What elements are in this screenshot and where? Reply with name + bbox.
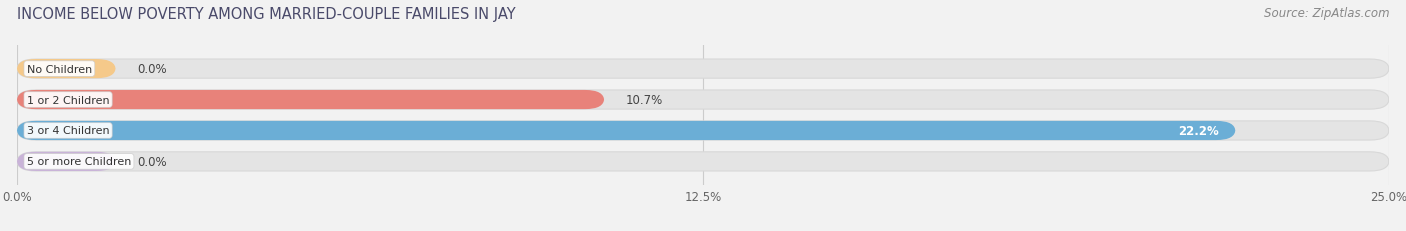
Text: 0.0%: 0.0% (138, 155, 167, 168)
FancyBboxPatch shape (17, 152, 115, 171)
Text: INCOME BELOW POVERTY AMONG MARRIED-COUPLE FAMILIES IN JAY: INCOME BELOW POVERTY AMONG MARRIED-COUPL… (17, 7, 516, 22)
FancyBboxPatch shape (17, 60, 115, 79)
Text: 1 or 2 Children: 1 or 2 Children (27, 95, 110, 105)
Text: Source: ZipAtlas.com: Source: ZipAtlas.com (1264, 7, 1389, 20)
FancyBboxPatch shape (17, 121, 1389, 140)
Text: No Children: No Children (27, 64, 91, 74)
FancyBboxPatch shape (17, 121, 1236, 140)
Text: 0.0%: 0.0% (138, 63, 167, 76)
Text: 5 or more Children: 5 or more Children (27, 157, 131, 167)
FancyBboxPatch shape (17, 91, 605, 110)
FancyBboxPatch shape (17, 152, 1389, 171)
FancyBboxPatch shape (17, 91, 1389, 110)
FancyBboxPatch shape (17, 60, 1389, 79)
Text: 10.7%: 10.7% (626, 94, 664, 106)
Text: 3 or 4 Children: 3 or 4 Children (27, 126, 110, 136)
Text: 22.2%: 22.2% (1178, 125, 1219, 137)
